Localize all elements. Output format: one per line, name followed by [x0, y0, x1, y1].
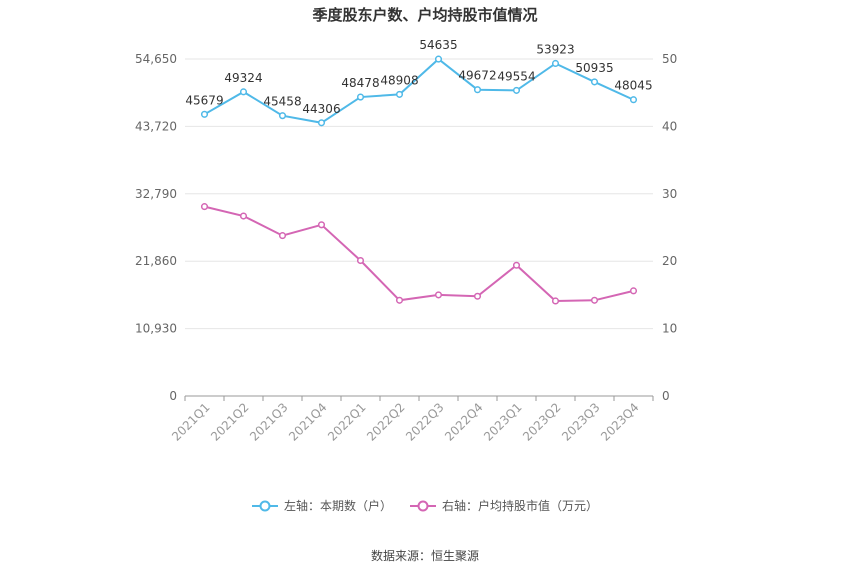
line-chart: 0 10,930 21,860 32,790 43,720 54,650 0 10 20 30 40…: [135, 38, 677, 444]
axes: 0 10,930 21,860 32,790 43,720 54,650 0 10 20 30 40…: [135, 52, 677, 444]
left-tick-label: 32,790: [135, 187, 177, 201]
x-tick-label: 2022Q1: [325, 400, 369, 444]
data-label: 44306: [302, 102, 340, 116]
data-label: 45679: [185, 93, 223, 107]
data-point: [395, 90, 404, 98]
data-point: [278, 232, 287, 240]
data-point: [200, 203, 209, 211]
left-tick-label: 21,860: [135, 254, 177, 268]
data-point: [551, 59, 560, 68]
data-point: [629, 287, 638, 295]
data-label: 49672: [458, 69, 496, 83]
legend-item[interactable]: 右轴：户均持股市值（万元）: [410, 497, 598, 514]
x-tick-label: 2021Q1: [169, 400, 213, 444]
grid-lines: [185, 58, 653, 330]
x-tick-label: 2023Q3: [559, 400, 603, 444]
data-point: [629, 96, 638, 104]
data-label: 49324: [224, 71, 262, 85]
data-label: 48908: [380, 73, 418, 87]
source-note: 数据来源：恒生聚源: [370, 549, 479, 563]
data-label: 48478: [341, 76, 379, 90]
right-tick-label: 10: [662, 322, 677, 336]
data-point: [434, 291, 443, 299]
data-point: [239, 212, 248, 220]
legend-item[interactable]: 左轴：本期数（户）: [251, 497, 392, 514]
data-point: [317, 221, 326, 229]
data-label: 49554: [497, 69, 535, 83]
legend-line-icon: [251, 500, 278, 511]
x-tick-label: 2021Q2: [208, 400, 252, 444]
x-tick-label: 2022Q2: [364, 400, 408, 444]
data-label: 53923: [536, 42, 574, 56]
left-tick-label: 10,930: [135, 322, 177, 336]
data-point: [317, 119, 326, 127]
data-point: [278, 112, 287, 120]
data-point: [395, 296, 404, 304]
right-tick-label: 0: [662, 389, 670, 403]
data-point: [512, 261, 521, 269]
data-point: [356, 256, 365, 265]
data-label: 50935: [575, 61, 613, 75]
data-point: [590, 296, 599, 304]
data-point: [551, 297, 560, 305]
data-label: 48045: [614, 79, 652, 93]
data-point: [512, 86, 521, 94]
x-tick-label: 2022Q3: [403, 400, 447, 444]
right-tick-label: 20: [662, 254, 677, 268]
data-point: [473, 86, 482, 94]
x-tick-label: 2023Q2: [520, 400, 564, 444]
x-tick-label: 2021Q3: [247, 400, 291, 444]
legend: 左轴：本期数（户） 右轴：户均持股市值（万元）: [0, 497, 850, 514]
legend-line-icon: [410, 500, 436, 511]
right-tick-label: 50: [662, 52, 677, 66]
data-point: [434, 55, 443, 63]
data-point: [239, 88, 248, 96]
right-tick-label: 30: [662, 187, 677, 201]
data-point: [356, 93, 365, 101]
data-label: 54635: [419, 38, 457, 52]
left-tick-label: 0: [169, 389, 177, 403]
legend-label: 右轴：户均持股市值（万元）: [442, 499, 599, 513]
x-tick-label: 2023Q1: [481, 400, 525, 444]
right-tick-label: 40: [662, 119, 677, 133]
x-tick-label: 2022Q4: [442, 400, 486, 444]
data-point: [200, 110, 209, 118]
data-point: [590, 78, 599, 86]
series-lines: [200, 55, 638, 305]
legend-label: 左轴：本期数（户）: [283, 499, 392, 513]
data-point: [473, 292, 482, 300]
series-line: [204, 205, 634, 302]
left-tick-label: 43,720: [135, 119, 177, 133]
left-tick-label: 54,650: [135, 52, 177, 66]
data-label: 45458: [263, 95, 301, 109]
x-tick-label: 2023Q4: [598, 400, 642, 444]
chart-title: 季度股东户数、户均持股市值情况: [312, 6, 538, 24]
x-tick-label: 2021Q4: [286, 400, 330, 444]
series-line: [204, 57, 634, 124]
